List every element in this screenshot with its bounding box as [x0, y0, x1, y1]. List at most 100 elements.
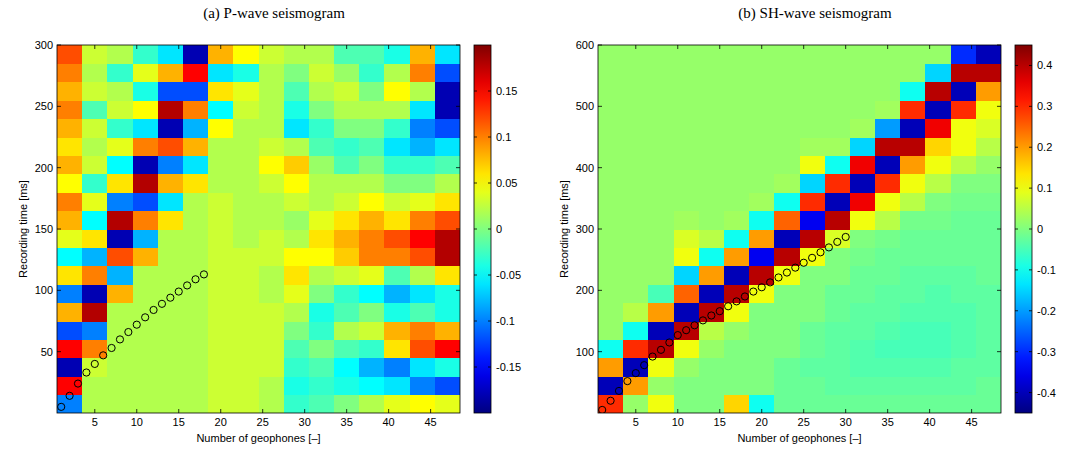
cell — [284, 284, 310, 303]
cell — [875, 339, 901, 358]
cell — [875, 63, 901, 82]
colorbar-tick — [488, 229, 491, 230]
cell — [183, 358, 209, 377]
cell — [699, 303, 725, 322]
cell — [334, 266, 360, 285]
cell — [133, 247, 159, 266]
cell — [57, 155, 83, 174]
cell — [309, 174, 335, 193]
cell — [774, 155, 800, 174]
cell — [208, 211, 234, 230]
cell — [674, 321, 700, 340]
cell — [850, 229, 876, 248]
cell — [309, 303, 335, 322]
cell — [334, 100, 360, 119]
cell — [749, 284, 775, 303]
cell — [774, 395, 800, 413]
cell — [284, 82, 310, 101]
x-tick-label: 20 — [756, 416, 768, 428]
pick — [817, 249, 824, 256]
cell — [309, 82, 335, 101]
cell — [359, 119, 385, 138]
cell — [699, 247, 725, 266]
cell — [133, 358, 159, 377]
cell — [384, 395, 410, 413]
colorbar-tick-label: -0.4 — [1037, 387, 1056, 399]
cell — [107, 229, 133, 248]
pick — [116, 336, 123, 343]
colorbar-tick — [1015, 310, 1018, 311]
cell — [284, 137, 310, 156]
cell — [699, 174, 725, 193]
cell — [598, 82, 624, 101]
cell — [850, 192, 876, 211]
y-tick-label: 100 — [576, 346, 594, 358]
cell — [875, 192, 901, 211]
cell — [648, 211, 674, 230]
cell — [951, 358, 977, 377]
x-tick — [845, 45, 846, 49]
cell — [598, 358, 624, 377]
cell — [183, 119, 209, 138]
colorbar-tick-label: 0 — [1037, 223, 1043, 235]
cell — [825, 137, 851, 156]
cell — [648, 119, 674, 138]
cell — [309, 247, 335, 266]
x-tick — [803, 409, 804, 413]
y-tick — [997, 106, 1001, 107]
cell — [699, 376, 725, 395]
x-axis-title: Number of geophones [–] — [196, 432, 320, 444]
cell — [309, 229, 335, 248]
y-tick-label: 200 — [35, 162, 53, 174]
cell — [133, 211, 159, 230]
cell — [598, 45, 624, 64]
cell — [699, 266, 725, 285]
cell — [674, 284, 700, 303]
cell — [800, 63, 826, 82]
cell — [359, 45, 385, 64]
cell — [623, 229, 649, 248]
cell — [284, 229, 310, 248]
y-axis-title: Recording time [ms] — [17, 180, 29, 278]
cell — [674, 45, 700, 64]
cell — [158, 100, 184, 119]
x-tick — [178, 409, 179, 413]
cell — [900, 82, 926, 101]
cell — [900, 192, 926, 211]
cell — [259, 376, 285, 395]
cell — [875, 82, 901, 101]
pick — [607, 397, 614, 404]
cell — [107, 100, 133, 119]
cell — [107, 284, 133, 303]
x-tick — [929, 409, 930, 413]
cell — [976, 100, 1001, 119]
y-tick — [57, 229, 61, 230]
cell — [233, 192, 259, 211]
cell — [158, 137, 184, 156]
cell — [825, 247, 851, 266]
x-tick — [719, 409, 720, 413]
x-tick — [220, 409, 221, 413]
cell — [749, 192, 775, 211]
cell — [674, 339, 700, 358]
cell — [800, 192, 826, 211]
cell — [825, 376, 851, 395]
pick — [750, 288, 757, 295]
cell — [233, 45, 259, 64]
cell — [133, 284, 159, 303]
pick — [775, 274, 782, 281]
colorbar-tick — [1029, 106, 1032, 107]
cell — [925, 45, 951, 64]
colorbar-tick — [488, 91, 491, 92]
pick — [167, 294, 174, 301]
cell — [951, 284, 977, 303]
cell — [233, 247, 259, 266]
cell — [359, 395, 385, 413]
cell — [699, 137, 725, 156]
y-tick-label: 500 — [576, 100, 594, 112]
cell — [674, 211, 700, 230]
cell — [774, 119, 800, 138]
x-tick — [887, 409, 888, 413]
cell — [57, 358, 83, 377]
cell — [699, 192, 725, 211]
